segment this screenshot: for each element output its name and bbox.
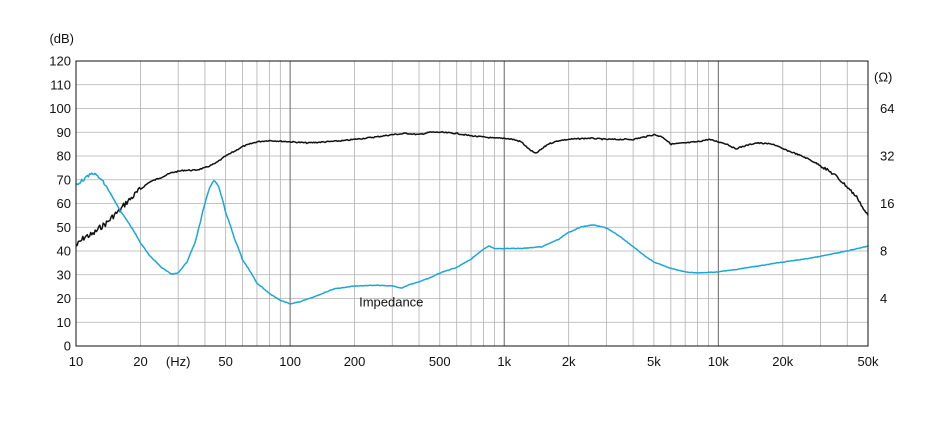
y-left-tick-label: 30 — [57, 267, 71, 282]
x-tick-label: 2k — [562, 354, 576, 369]
y-right-tick-label: 32 — [880, 149, 894, 164]
x-tick-label: 500 — [429, 354, 451, 369]
y-left-tick-label: 120 — [49, 54, 71, 69]
series-layer — [75, 131, 869, 305]
y-left-tick-label: 0 — [64, 339, 71, 354]
x-tick-label: 5k — [647, 354, 661, 369]
y-left-tick-label: 90 — [57, 125, 71, 140]
x-tick-label: 1k — [497, 354, 511, 369]
spl-curve — [75, 131, 869, 247]
impedance-annotation: Impedance — [359, 295, 423, 310]
x-tick-label: 50k — [858, 354, 879, 369]
y-left-tick-label: 60 — [57, 196, 71, 211]
impedance-curve — [75, 172, 869, 305]
x-tick-label: 10k — [708, 354, 729, 369]
x-tick-label: 20 — [133, 354, 147, 369]
x-tick-label: 200 — [344, 354, 366, 369]
x-tick-label: 50 — [218, 354, 232, 369]
y-right-unit-label: (Ω) — [874, 70, 892, 85]
y-left-tick-label: 100 — [49, 101, 71, 116]
x-tick-label: 20k — [772, 354, 793, 369]
grid — [76, 60, 868, 347]
y-left-tick-label: 20 — [57, 291, 71, 306]
y-right-tick-label: 64 — [880, 101, 894, 116]
y-right-tick-label: 8 — [880, 244, 887, 259]
y-left-tick-label: 80 — [57, 149, 71, 164]
plot-frame — [75, 60, 869, 347]
y-left-tick-label: 10 — [57, 315, 71, 330]
x-tick-label: 100 — [279, 354, 301, 369]
y-right-tick-label: 16 — [880, 196, 894, 211]
y-left-tick-label: 40 — [57, 244, 71, 259]
y-left-unit-label: (dB) — [49, 31, 74, 46]
x-tick-label: 10 — [69, 354, 83, 369]
y-left-tick-label: 110 — [50, 77, 71, 92]
y-left-tick-label: 50 — [57, 220, 71, 235]
y-left-tick-label: 70 — [57, 172, 71, 187]
x-unit-label: (Hz) — [166, 354, 191, 369]
y-right-tick-label: 4 — [880, 291, 887, 306]
